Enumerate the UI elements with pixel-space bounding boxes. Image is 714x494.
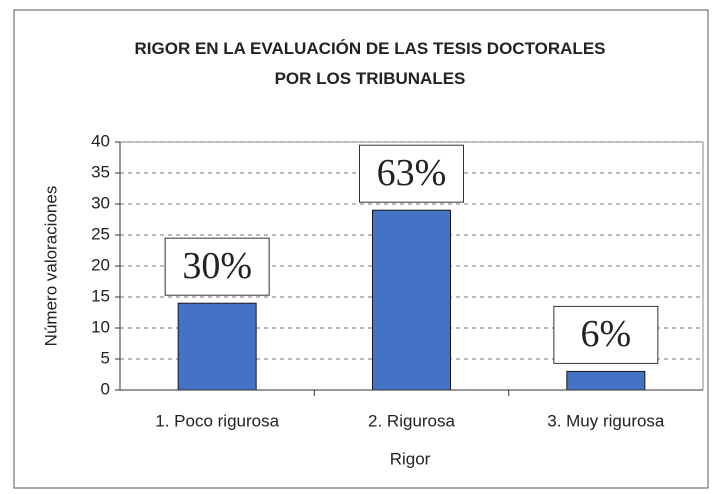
annotation-box xyxy=(553,305,659,364)
annotation-box xyxy=(164,237,270,296)
x-tick-label: 2. Rigurosa xyxy=(368,411,455,430)
y-tick-label: 30 xyxy=(91,193,110,212)
bar xyxy=(177,302,257,391)
y-tick-label: 20 xyxy=(91,255,110,274)
annotation: 6% xyxy=(581,313,632,355)
y-axis-label: Número valoraciones xyxy=(41,186,60,347)
bar xyxy=(372,209,451,391)
y-tick-label: 5 xyxy=(101,348,110,367)
y-tick-label: 0 xyxy=(101,379,110,398)
x-tick-label: 3. Muy rigurosa xyxy=(547,411,665,430)
bar xyxy=(566,370,646,391)
y-tick-label: 15 xyxy=(91,286,110,305)
y-tick-label: 25 xyxy=(91,224,110,243)
annotation: 63% xyxy=(377,152,447,194)
annotation: 30% xyxy=(182,245,252,287)
chart-title: RIGOR EN LA EVALUACIÓN DE LAS TESIS DOCT… xyxy=(134,39,606,88)
y-tick-label: 35 xyxy=(91,162,110,181)
y-tick-label: 40 xyxy=(91,131,110,150)
annotation-box xyxy=(359,144,464,203)
x-tick-label: 1. Poco rigurosa xyxy=(155,411,279,430)
y-tick-label: 10 xyxy=(91,317,110,336)
x-axis-label: Rigor xyxy=(390,449,431,468)
chart-border xyxy=(13,9,709,489)
